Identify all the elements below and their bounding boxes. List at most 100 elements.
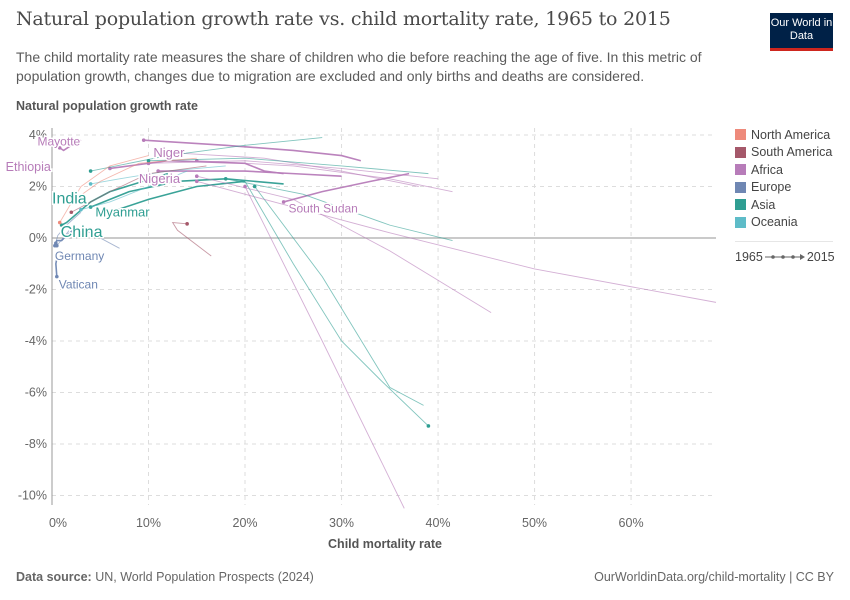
series-line (80, 170, 188, 211)
y-tick-label: 0% (29, 231, 47, 245)
series-endpoint (88, 182, 93, 186)
legend-swatch (735, 129, 746, 141)
legend-item-asia[interactable]: Asia (735, 196, 835, 214)
series-endpoint (55, 274, 59, 279)
series-line (71, 157, 197, 203)
legend: North America South America Africa Europe As… (735, 126, 835, 264)
series-endpoint (79, 207, 83, 212)
legend-item-north-america[interactable]: North America (735, 126, 835, 144)
series-line-mayotte (59, 139, 82, 152)
series-line (148, 160, 439, 180)
series-endpoint (426, 424, 431, 428)
x-tick-label: 30% (329, 516, 354, 530)
source-text: UN, World Population Prospects (2024) (95, 570, 314, 584)
series-endpoint (223, 176, 228, 181)
series-line (244, 181, 429, 427)
series-label-ethiopia: Ethiopia (6, 160, 51, 174)
series-line (196, 175, 492, 314)
chart-subtitle: The child mortality rate measures the sh… (16, 49, 702, 84)
x-tick-label: 10% (136, 516, 161, 530)
series-endpoint (194, 179, 199, 184)
series-line (196, 160, 453, 193)
series-line (148, 157, 429, 175)
series-endpoint (141, 138, 146, 142)
legend-swatch (735, 199, 746, 211)
x-tick-label: 40% (426, 516, 451, 530)
time-arrow-icon (764, 254, 805, 260)
series-line-niger (143, 139, 362, 162)
source-label: Data source: (16, 570, 92, 584)
time-end: 2015 (806, 250, 835, 264)
series-endpoint (281, 200, 286, 204)
series-line (71, 165, 207, 213)
series-line-myanmar (109, 180, 246, 214)
x-tick-label: 20% (233, 516, 258, 530)
legend-label: Europe (751, 180, 792, 195)
time-start: 1965 (735, 250, 763, 264)
chart-title: Natural population growth rate vs. child… (16, 8, 671, 30)
series-endpoint (185, 222, 189, 226)
series-endpoint (252, 184, 257, 189)
legend-label: North America (751, 127, 831, 142)
series-label-china: China (61, 224, 103, 241)
series-line-nigeria (158, 170, 342, 177)
logo-text: Our World in Data (770, 17, 833, 42)
legend-label: Oceania (751, 215, 798, 230)
series-line (54, 211, 82, 246)
series-endpoint (53, 243, 57, 248)
legend-divider (735, 241, 833, 242)
data-source: Data source: UN, World Population Prospe… (16, 570, 314, 584)
series-label-vatican: Vatican (59, 277, 98, 291)
series-label-myanmar: Myanmar (95, 204, 150, 219)
series-endpoint (194, 174, 199, 178)
legend-swatch (735, 181, 746, 193)
series-line-south-sudan (283, 172, 410, 203)
footer-link[interactable]: OurWorldinData.org/child-mortality | CC … (594, 570, 834, 584)
y-axis-label: Natural population growth rate (16, 99, 198, 113)
y-tick-label: -10% (18, 489, 47, 503)
x-axis-label: Child mortality rate (328, 537, 442, 551)
series-line (244, 186, 405, 509)
y-tick-label: 4% (29, 128, 47, 142)
series-line (56, 227, 120, 249)
series-endpoint (57, 146, 62, 150)
y-tick-label: -4% (25, 334, 47, 348)
owid-logo[interactable]: Our World in Data (770, 13, 833, 51)
legend-item-south-america[interactable]: South America (735, 144, 835, 162)
series-line (90, 137, 323, 172)
series-line-india (90, 177, 284, 208)
series-endpoint (69, 210, 74, 215)
series-label-south-sudan: South Sudan (288, 201, 357, 215)
legend-item-oceania[interactable]: Oceania (735, 214, 835, 232)
series-line (171, 222, 212, 257)
series-label-nigeria: Nigeria (139, 171, 181, 186)
legend-item-africa[interactable]: Africa (735, 161, 835, 179)
series-label-germany: Germany (55, 249, 104, 263)
series-endpoint (57, 220, 62, 225)
series-line (59, 155, 149, 223)
series-label-niger: Niger (153, 145, 185, 160)
legend-label: Africa (751, 162, 783, 177)
y-tick-label: -6% (25, 386, 47, 400)
legend-label: South America (751, 145, 833, 160)
series-line (177, 152, 419, 187)
y-tick-label: -2% (25, 283, 47, 297)
x-tick-label: 60% (619, 516, 644, 530)
legend-swatch (735, 216, 746, 228)
series-endpoint (108, 210, 112, 215)
series-line (196, 180, 717, 303)
series-endpoint (88, 169, 93, 173)
legend-label: Asia (751, 197, 776, 212)
x-tick-label: 50% (522, 516, 547, 530)
series-label-india: India (52, 190, 87, 207)
y-tick-label: 2% (29, 180, 47, 194)
time-legend: 1965 2015 (735, 250, 835, 264)
x-tick-label: 0% (49, 516, 67, 530)
legend-swatch (735, 164, 746, 176)
legend-item-europe[interactable]: Europe (735, 179, 835, 197)
legend-swatch (735, 146, 746, 158)
series-line (90, 165, 226, 185)
series-endpoint (59, 223, 64, 227)
series-line (225, 178, 453, 242)
